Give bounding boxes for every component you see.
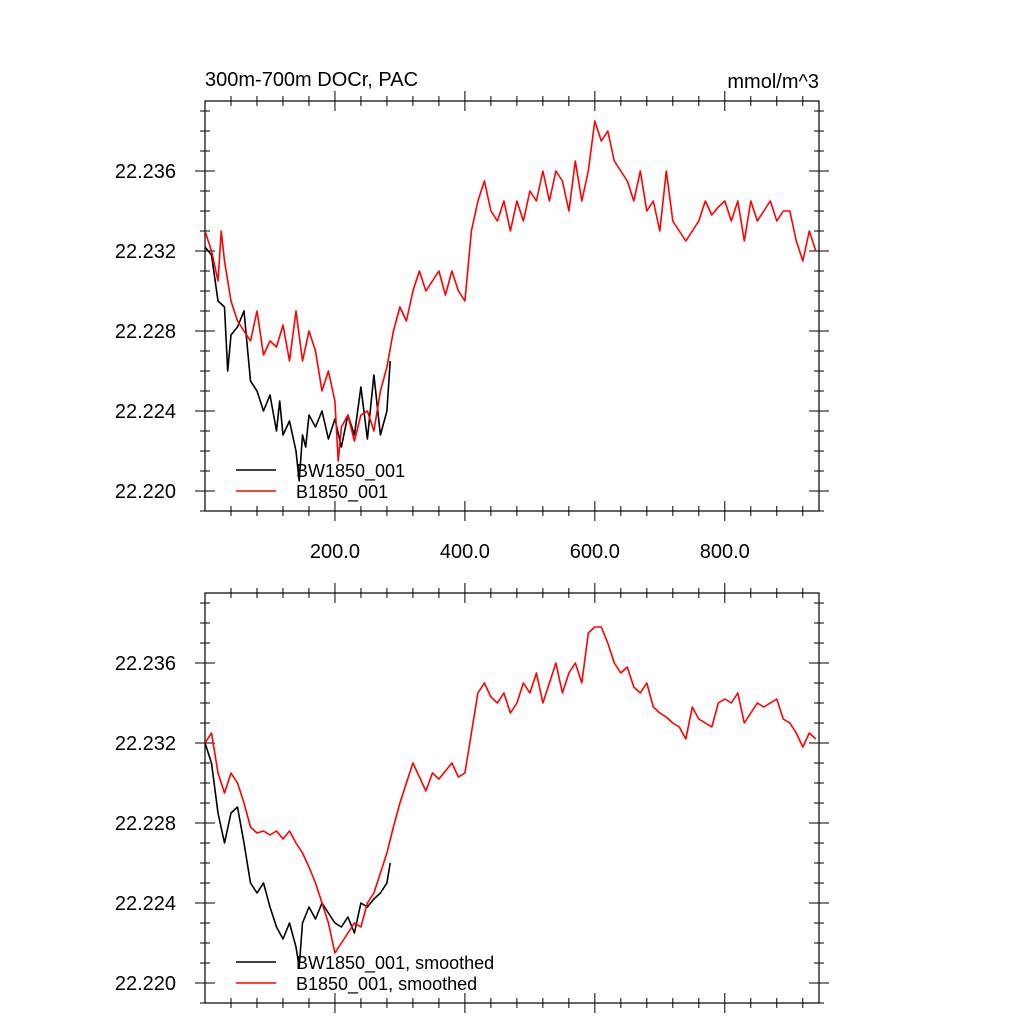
series-line-1 bbox=[205, 626, 817, 954]
series-line-0 bbox=[205, 742, 391, 968]
y-tick-label: 22.232 bbox=[115, 733, 176, 755]
plot-frame bbox=[204, 592, 820, 1004]
y-tick-label: 22.220 bbox=[115, 973, 176, 995]
y-tick-label: 22.236 bbox=[115, 653, 176, 675]
top-panel: 22.220 22.224 22.228 22.232 22.236 200.0 400.0… bbox=[115, 69, 829, 563]
y-tick-label: 22.224 bbox=[115, 893, 176, 915]
y-tick-label: 22.228 bbox=[115, 813, 176, 835]
chart-title: 300m-700m DOCr, PAC bbox=[205, 69, 418, 91]
legend-label: B1850_001 bbox=[296, 482, 388, 503]
x-tick-label: 400.0 bbox=[440, 541, 490, 563]
y-tick-label: 22.232 bbox=[115, 241, 176, 263]
x-tick-label: 200.0 bbox=[310, 541, 360, 563]
legend-label: BW1850_001, smoothed bbox=[296, 953, 494, 974]
legend-label: B1850_001, smoothed bbox=[296, 974, 477, 995]
series-line-0 bbox=[205, 246, 391, 482]
y-tick-label: 22.224 bbox=[115, 401, 176, 423]
plot-frame bbox=[204, 100, 820, 512]
series-line-1 bbox=[205, 120, 817, 462]
legend-label: BW1850_001 bbox=[296, 461, 405, 482]
units-label: mmol/m^3 bbox=[727, 71, 819, 93]
y-tick-label: 22.236 bbox=[115, 161, 176, 183]
x-tick-label: 800.0 bbox=[700, 541, 750, 563]
y-tick-label: 22.220 bbox=[115, 481, 176, 503]
bottom-panel: 22.220 22.224 22.228 22.232 22.236 BW1850_001… bbox=[115, 583, 829, 1013]
x-tick-label: 600.0 bbox=[570, 541, 620, 563]
y-tick-label: 22.228 bbox=[115, 321, 176, 343]
